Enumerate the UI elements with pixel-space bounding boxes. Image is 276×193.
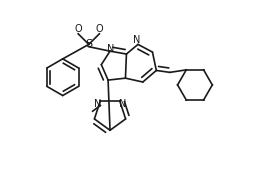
Text: O: O [95, 24, 103, 34]
Text: N: N [94, 99, 101, 109]
Text: N: N [119, 99, 126, 109]
Text: N: N [133, 35, 141, 45]
Text: N: N [107, 44, 115, 54]
Text: O: O [74, 24, 82, 34]
Text: S: S [85, 39, 92, 49]
